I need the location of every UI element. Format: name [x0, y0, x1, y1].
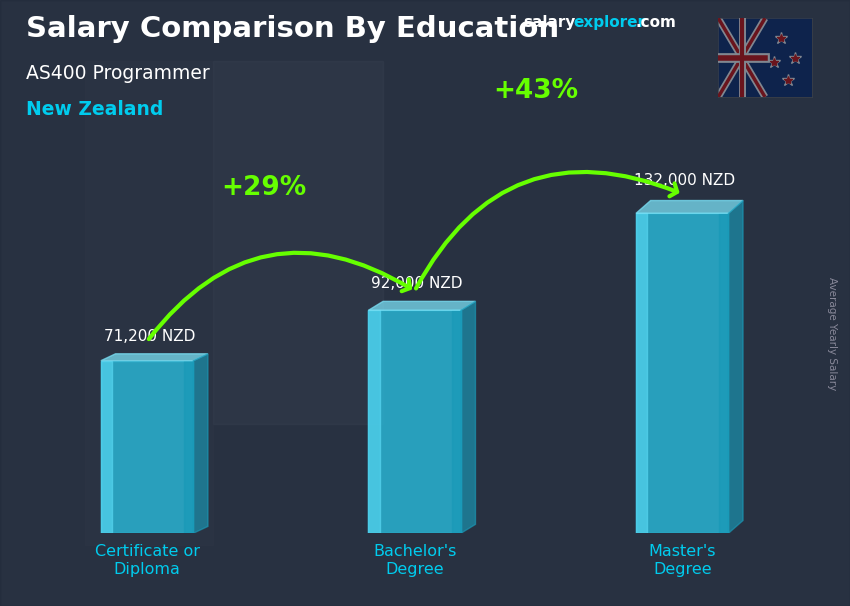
Bar [719, 213, 728, 533]
Bar [368, 310, 380, 533]
Bar [184, 361, 193, 533]
Bar [101, 361, 193, 533]
Text: explorer: explorer [573, 15, 645, 30]
Polygon shape [636, 201, 743, 213]
Bar [368, 310, 461, 533]
Bar [636, 213, 728, 533]
Text: AS400 Programmer: AS400 Programmer [26, 64, 209, 82]
Polygon shape [368, 301, 475, 310]
Text: 71,200 NZD: 71,200 NZD [104, 329, 196, 344]
Bar [636, 213, 647, 533]
Polygon shape [193, 354, 208, 533]
Text: .com: .com [636, 15, 677, 30]
Text: salary: salary [523, 15, 575, 30]
Bar [451, 310, 461, 533]
Text: 132,000 NZD: 132,000 NZD [634, 173, 735, 188]
Text: Salary Comparison By Education: Salary Comparison By Education [26, 15, 558, 43]
Text: +43%: +43% [494, 78, 579, 104]
Text: +29%: +29% [221, 175, 307, 201]
Text: New Zealand: New Zealand [26, 100, 163, 119]
Text: 92,000 NZD: 92,000 NZD [371, 276, 463, 291]
Polygon shape [101, 354, 208, 361]
Text: Average Yearly Salary: Average Yearly Salary [827, 277, 837, 390]
Polygon shape [461, 301, 475, 533]
Bar [101, 361, 112, 533]
Polygon shape [728, 201, 743, 533]
